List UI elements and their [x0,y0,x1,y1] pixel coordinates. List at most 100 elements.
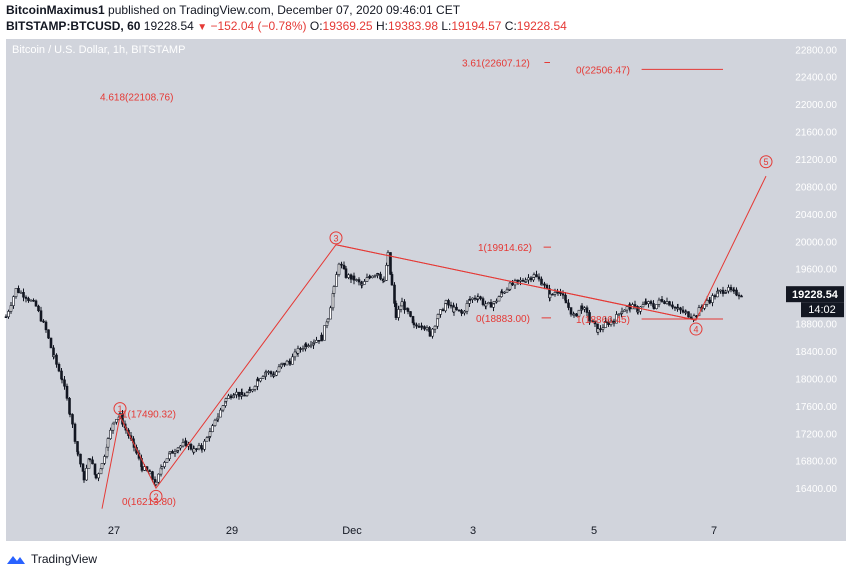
high-value: 19383.98 [387,19,439,33]
candle-body [71,414,74,425]
candle-body [184,440,188,447]
candle-body [449,304,453,307]
candle-body [705,300,709,305]
candle-body [12,296,15,306]
candle-body [729,287,733,291]
candle-body [439,309,442,315]
candle-body [52,354,56,357]
open-label: O: [309,19,323,33]
candle-body [548,293,552,299]
candle-body [415,324,418,327]
y-tick-label: 18800.00 [795,320,837,331]
candle-body [88,458,92,461]
candle-body [431,328,434,337]
candle-body [382,280,386,282]
y-tick-label: 20800.00 [795,182,837,193]
y-tick-label: 18400.00 [795,347,837,358]
candle-body [151,471,154,480]
candle-body [232,394,236,396]
candle-body [335,274,338,287]
candle-body [197,445,201,450]
candle-body [559,291,562,295]
candle-body [352,275,356,281]
candle-body [227,395,230,399]
wave-label-circle [113,402,127,416]
candle-body [543,283,546,286]
candle-body [708,299,712,303]
close-value: 19228.54 [516,19,567,33]
candle-body [24,296,28,299]
candle-body [326,318,330,323]
candle-body [625,306,629,311]
candle-body [561,293,565,296]
candle-body [732,289,736,292]
candle-body [332,286,336,294]
candle-body [85,467,88,481]
candle-body [386,252,390,266]
candle-body [237,391,241,397]
candle-body [397,309,400,318]
tradingview-brand[interactable]: TradingView [6,552,97,566]
last-price-tag-label: 19228.54 [792,289,839,301]
candle-body [660,299,664,302]
candle-body [261,376,265,379]
candle-body [200,447,204,450]
candle-body [676,307,680,310]
last-price: 19228.54 [143,19,194,33]
candle-body [551,293,554,296]
candle-body [267,371,270,373]
candle-body [57,364,61,372]
candle-body [521,279,525,282]
candle-body [323,325,326,341]
candle-body [68,398,71,414]
low-label: L: [441,19,452,33]
candle-body [433,325,437,330]
candle-body [19,292,23,294]
candle-body [393,284,396,304]
candle-body [143,466,146,471]
candle-body [337,263,341,275]
candle-body [689,316,693,319]
candle-body [37,305,40,312]
candle-body [179,445,182,449]
candle-body [556,291,560,294]
candle-body [205,437,209,442]
candle-body [357,279,361,283]
candle-body [165,458,169,463]
candle-body [428,331,432,337]
candle-body [623,309,626,312]
candle-body [476,296,480,300]
candle-body [181,442,185,447]
candle-body [389,252,392,275]
candle-body [277,366,281,373]
candle-body [593,320,597,325]
candle-body [253,386,257,390]
candle-body [65,385,69,399]
y-tick-label: 22400.00 [795,73,837,84]
wave-label: 5 [763,157,768,167]
candle-body [27,298,30,301]
candle-body [7,311,10,318]
candle-body [280,362,284,365]
candle-body [740,295,743,298]
fib-level-label: 0(22506.47) [576,65,630,76]
candle-body [60,378,64,381]
candle-body [655,304,658,309]
candle-body [406,308,410,312]
candle-body [711,295,714,303]
candle-body [681,309,685,313]
candle-body [583,307,586,310]
candle-body [403,301,406,311]
candle-body [671,304,674,308]
candle-body [94,474,98,479]
candle-body [665,301,669,304]
candle-body [55,354,58,365]
candle-body [373,275,377,277]
candle-body [93,463,97,475]
countdown-label: 14:02 [808,304,836,316]
candle-body [529,277,533,281]
candle-body [503,291,506,294]
author-name[interactable]: BitcoinMaximus1 [6,3,105,17]
candle-body [716,290,720,293]
